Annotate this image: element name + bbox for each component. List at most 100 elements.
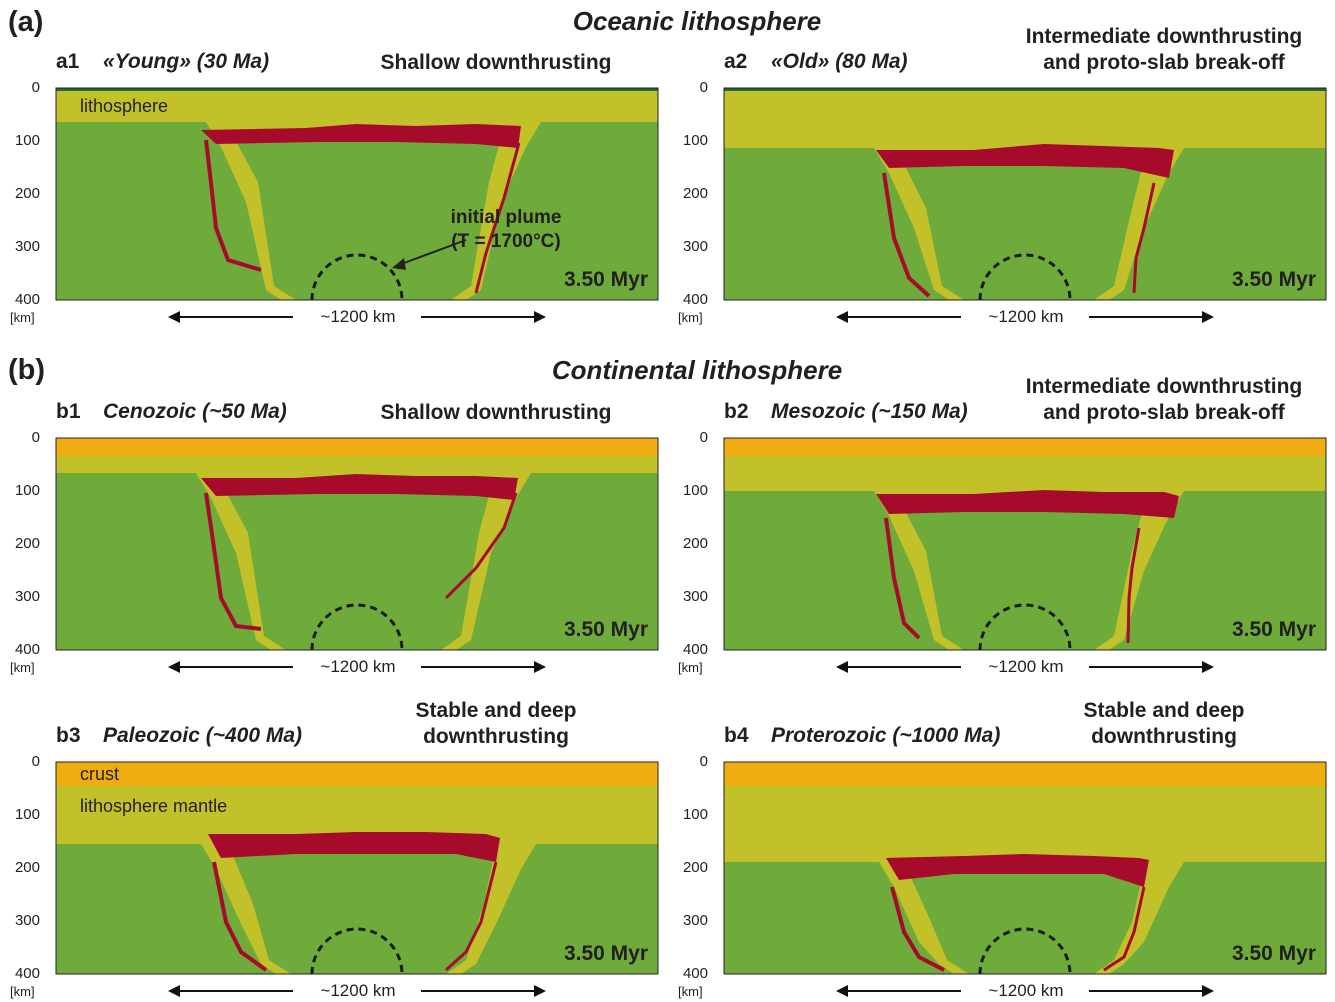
plume-material-left-tail	[884, 517, 921, 640]
model-time-label: 3.50 Myr	[563, 268, 648, 291]
depth-tick-label: 200	[682, 859, 708, 876]
depth-tick-label: 200	[14, 859, 40, 876]
panel-regime-label: Stable and deep downthrusting	[415, 699, 577, 748]
panel-regime-label: Shallow downthrusting	[380, 401, 612, 424]
plume-annotation-line: (T = 1700°C)	[451, 231, 561, 252]
initial-plume-outline	[310, 253, 404, 301]
initial-plume-outline	[310, 927, 404, 975]
depth-tick-label: 300	[682, 238, 708, 255]
depth-tick-label: 200	[682, 185, 708, 202]
width-arrow	[168, 661, 546, 673]
width-arrow	[168, 311, 546, 323]
depth-tick-label: 400	[682, 965, 708, 982]
crust-layer	[724, 438, 1326, 456]
depth-tick-label: 100	[682, 482, 708, 499]
depth-unit-label: [km]	[10, 660, 35, 675]
panel-id: b1	[56, 400, 81, 423]
plume-material-bar	[208, 832, 500, 862]
depth-unit-label: [km]	[678, 660, 703, 675]
plume-material-right-tail	[1126, 527, 1141, 644]
plume-material-bar	[876, 144, 1174, 178]
initial-plume-outline	[978, 603, 1072, 651]
panel-id: a1	[56, 50, 80, 73]
crust-layer	[724, 762, 1326, 786]
plume-material-left-tail	[204, 139, 262, 272]
depth-tick-label: 400	[14, 641, 40, 658]
width-label: ~1200 km	[320, 981, 396, 1000]
depth-tick-label: 400	[14, 965, 40, 982]
inner-mantle-region	[907, 869, 1144, 974]
model-panel	[55, 87, 659, 301]
plume-material-left-tail	[204, 492, 262, 631]
width-arrow	[168, 985, 546, 997]
depth-tick-label: 0	[699, 753, 708, 770]
width-label: ~1200 km	[988, 307, 1064, 326]
panel-id: b2	[724, 400, 749, 423]
model-time-label: 3.50 Myr	[1231, 268, 1316, 291]
model-time-label: 3.50 Myr	[1231, 942, 1316, 965]
panel-age-label: «Young» (30 Ma)	[103, 50, 270, 73]
plume-material-bar	[876, 490, 1179, 518]
panel-regime-label: Stable and deep downthrusting	[1083, 699, 1245, 748]
inner-mantle-region	[902, 505, 1144, 650]
inner-mantle-region	[229, 846, 496, 974]
model-time-label: 3.50 Myr	[563, 618, 648, 641]
depth-unit-label: [km]	[10, 310, 35, 325]
panel-age-label: Cenozoic (~50 Ma)	[103, 400, 287, 423]
depth-tick-label: 0	[31, 79, 40, 96]
plume-material-left-tail	[212, 861, 268, 972]
depth-tick-label: 300	[14, 912, 40, 929]
depth-tick-label: 0	[699, 429, 708, 446]
plume-material-left-tail	[890, 886, 945, 972]
depth-tick-label: 100	[14, 806, 40, 823]
section-letter-a: (a)	[8, 6, 44, 38]
width-label: ~1200 km	[320, 307, 396, 326]
width-arrow	[836, 311, 1214, 323]
section-letter-b: (b)	[8, 354, 46, 386]
model-panel	[723, 437, 1327, 651]
plume-material-left-tail	[882, 172, 931, 298]
ocean-surface-layer	[724, 88, 1326, 91]
initial-plume-outline	[310, 603, 404, 651]
panel-age-label: Mesozoic (~150 Ma)	[771, 400, 968, 423]
section-title-a: Oceanic lithosphere	[572, 6, 822, 36]
crust-layer	[56, 438, 658, 456]
depth-tick-label: 300	[14, 238, 40, 255]
initial-plume-outline	[978, 927, 1072, 975]
panel-age-label: Proterozoic (~1000 Ma)	[771, 724, 1001, 747]
model-time-label: 3.50 Myr	[563, 942, 648, 965]
inner-mantle-region	[902, 160, 1144, 300]
inner-mantle-region	[224, 488, 491, 650]
annotation-arrow	[395, 239, 467, 267]
depth-tick-label: 300	[682, 912, 708, 929]
crust-layer	[56, 762, 658, 786]
depth-tick-label: 400	[682, 641, 708, 658]
depth-unit-label: [km]	[678, 310, 703, 325]
model-panel	[723, 761, 1327, 975]
panel-regime-label: Shallow downthrusting	[380, 51, 612, 74]
depth-tick-label: 200	[14, 185, 40, 202]
width-arrow	[836, 985, 1214, 997]
width-label: ~1200 km	[988, 657, 1064, 676]
plume-material-bar	[201, 124, 521, 148]
depth-tick-label: 300	[682, 588, 708, 605]
plume-annotation: initial plume (T = 1700°C)	[441, 206, 571, 254]
panel-id: b4	[724, 724, 749, 747]
plume-material-right-tail	[444, 861, 498, 972]
plume-annotation-line: initial plume	[450, 207, 562, 228]
section-title-b: Continental lithosphere	[551, 355, 843, 385]
depth-tick-label: 0	[31, 429, 40, 446]
model-panel	[55, 437, 659, 651]
plume-material-right-tail	[444, 492, 518, 600]
depth-tick-label: 200	[682, 535, 708, 552]
layer-label: lithosphere mantle	[80, 796, 228, 816]
ocean-surface-layer	[56, 88, 658, 91]
panel-regime-label: Intermediate downthrusting and proto-sla…	[1025, 25, 1303, 74]
layer-label: crust	[80, 764, 120, 784]
panel-id: b3	[56, 724, 81, 747]
layer-label: lithosphere	[80, 96, 169, 116]
panel-id: a2	[724, 50, 748, 73]
plume-material-bar	[886, 854, 1149, 887]
depth-tick-label: 100	[14, 482, 40, 499]
panel-regime-label: Intermediate downthrusting and proto-sla…	[1025, 375, 1303, 424]
